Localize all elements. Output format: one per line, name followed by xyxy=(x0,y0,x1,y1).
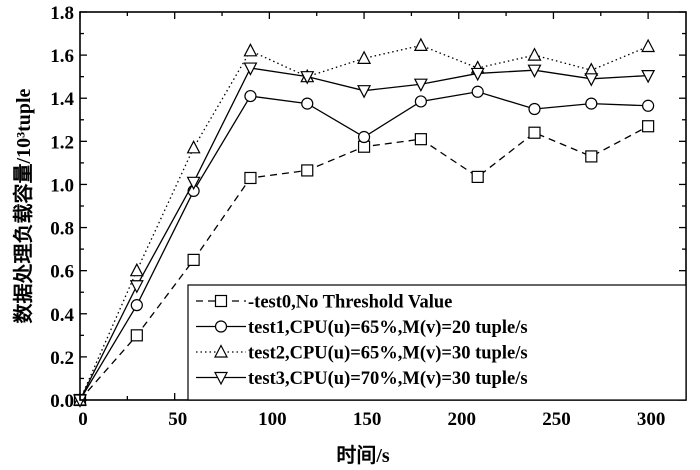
legend-entry-test1: test1,CPU(u)=65%,M(v)=20 tuple/s xyxy=(196,318,528,338)
series-test3 xyxy=(73,62,656,408)
y-tick-label: 1.6 xyxy=(50,46,74,67)
legend-marker xyxy=(214,344,228,358)
data-point-test2 xyxy=(413,37,428,52)
data-point-test1 xyxy=(585,97,598,110)
data-point-test0 xyxy=(414,133,427,146)
data-point-test3 xyxy=(413,78,428,93)
y-tick-label: 0.2 xyxy=(50,348,74,369)
data-point-test2 xyxy=(641,38,656,53)
data-point-test3 xyxy=(584,73,599,87)
x-tick-label: 150 xyxy=(353,409,382,430)
legend-entry-test0: -test0,No Threshold Value xyxy=(196,293,452,313)
data-point-test0 xyxy=(528,126,541,139)
data-point-test0 xyxy=(642,120,655,133)
data-point-test1 xyxy=(244,89,257,103)
x-tick-label: 300 xyxy=(637,409,666,430)
x-tick-label: 50 xyxy=(168,409,187,430)
data-point-test1 xyxy=(528,102,541,116)
data-point-test1 xyxy=(357,130,371,144)
data-point-test1 xyxy=(414,95,427,108)
y-tick-label: 0.6 xyxy=(50,262,74,283)
legend-marker xyxy=(214,371,228,386)
legend-entry-test2: test2,CPU(u)=65%,M(v)=30 tuple/s xyxy=(196,344,528,364)
legend-marker xyxy=(214,294,228,308)
legend-marker xyxy=(214,320,228,333)
data-point-test1 xyxy=(642,99,655,112)
data-point-test0 xyxy=(187,253,200,266)
y-tick-label: 0.4 xyxy=(50,305,74,326)
x-tick-label: 250 xyxy=(542,409,571,430)
data-point-test0 xyxy=(585,150,598,163)
legend-entry-test3: test3,CPU(u)=70%,M(v)=30 tuple/s xyxy=(196,369,528,389)
data-point-test2 xyxy=(357,50,372,64)
x-tick-label: 0 xyxy=(78,409,88,430)
data-point-test0 xyxy=(471,170,484,183)
y-tick-label: 1.0 xyxy=(50,175,74,196)
data-point-test3 xyxy=(470,67,485,82)
data-point-test2 xyxy=(527,47,542,61)
legend-label: test1,CPU(u)=65%,M(v)=20 tuple/s xyxy=(248,318,528,338)
y-axis-title: 数据处理负载容量/10³tuple xyxy=(11,88,35,323)
data-point-test2 xyxy=(186,140,201,154)
y-tick-label: 0.0 xyxy=(50,391,74,412)
data-point-test2 xyxy=(129,262,144,277)
legend-label: -test0,No Threshold Value xyxy=(248,293,452,313)
data-point-test3 xyxy=(186,176,201,191)
data-point-test3 xyxy=(527,64,542,78)
data-point-test2 xyxy=(243,43,258,57)
data-point-test3 xyxy=(641,69,656,84)
data-point-test0 xyxy=(301,164,314,177)
data-point-test0 xyxy=(130,329,143,342)
data-point-test1 xyxy=(130,299,143,312)
legend-label: test2,CPU(u)=65%,M(v)=30 tuple/s xyxy=(248,344,528,364)
legend-box xyxy=(187,284,687,401)
y-tick-label: 1.4 xyxy=(50,89,74,110)
data-point-test3 xyxy=(300,71,315,85)
data-point-test1 xyxy=(471,85,484,98)
data-point-test1 xyxy=(301,97,314,110)
y-tick-label: 1.2 xyxy=(50,132,74,153)
data-point-test3 xyxy=(357,85,372,99)
x-axis-title: 时间/s xyxy=(336,444,390,467)
x-tick-label: 200 xyxy=(448,409,477,430)
data-point-test3 xyxy=(243,62,258,76)
data-point-test0 xyxy=(244,171,257,185)
y-tick-label: 0.8 xyxy=(50,219,74,240)
data-point-test3 xyxy=(129,280,144,294)
legend-label: test3,CPU(u)=70%,M(v)=30 tuple/s xyxy=(248,369,528,389)
y-tick-label: 1.8 xyxy=(50,3,74,24)
x-tick-label: 100 xyxy=(258,409,287,430)
